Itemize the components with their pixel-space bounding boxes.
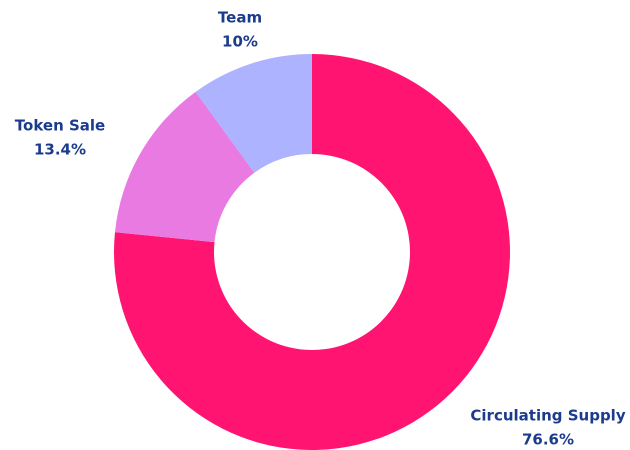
slice-value-label: 13.4%	[34, 141, 86, 159]
slice-value-label: 10%	[222, 33, 258, 51]
slice-label: Token Sale	[15, 117, 105, 135]
slice-label: Team	[218, 9, 262, 27]
slice-value-label: 76.6%	[522, 431, 574, 449]
donut-slice	[114, 91, 255, 243]
donut-slice	[195, 54, 312, 173]
donut-slice	[113, 54, 510, 450]
slice-label: Circulating Supply	[470, 407, 625, 425]
